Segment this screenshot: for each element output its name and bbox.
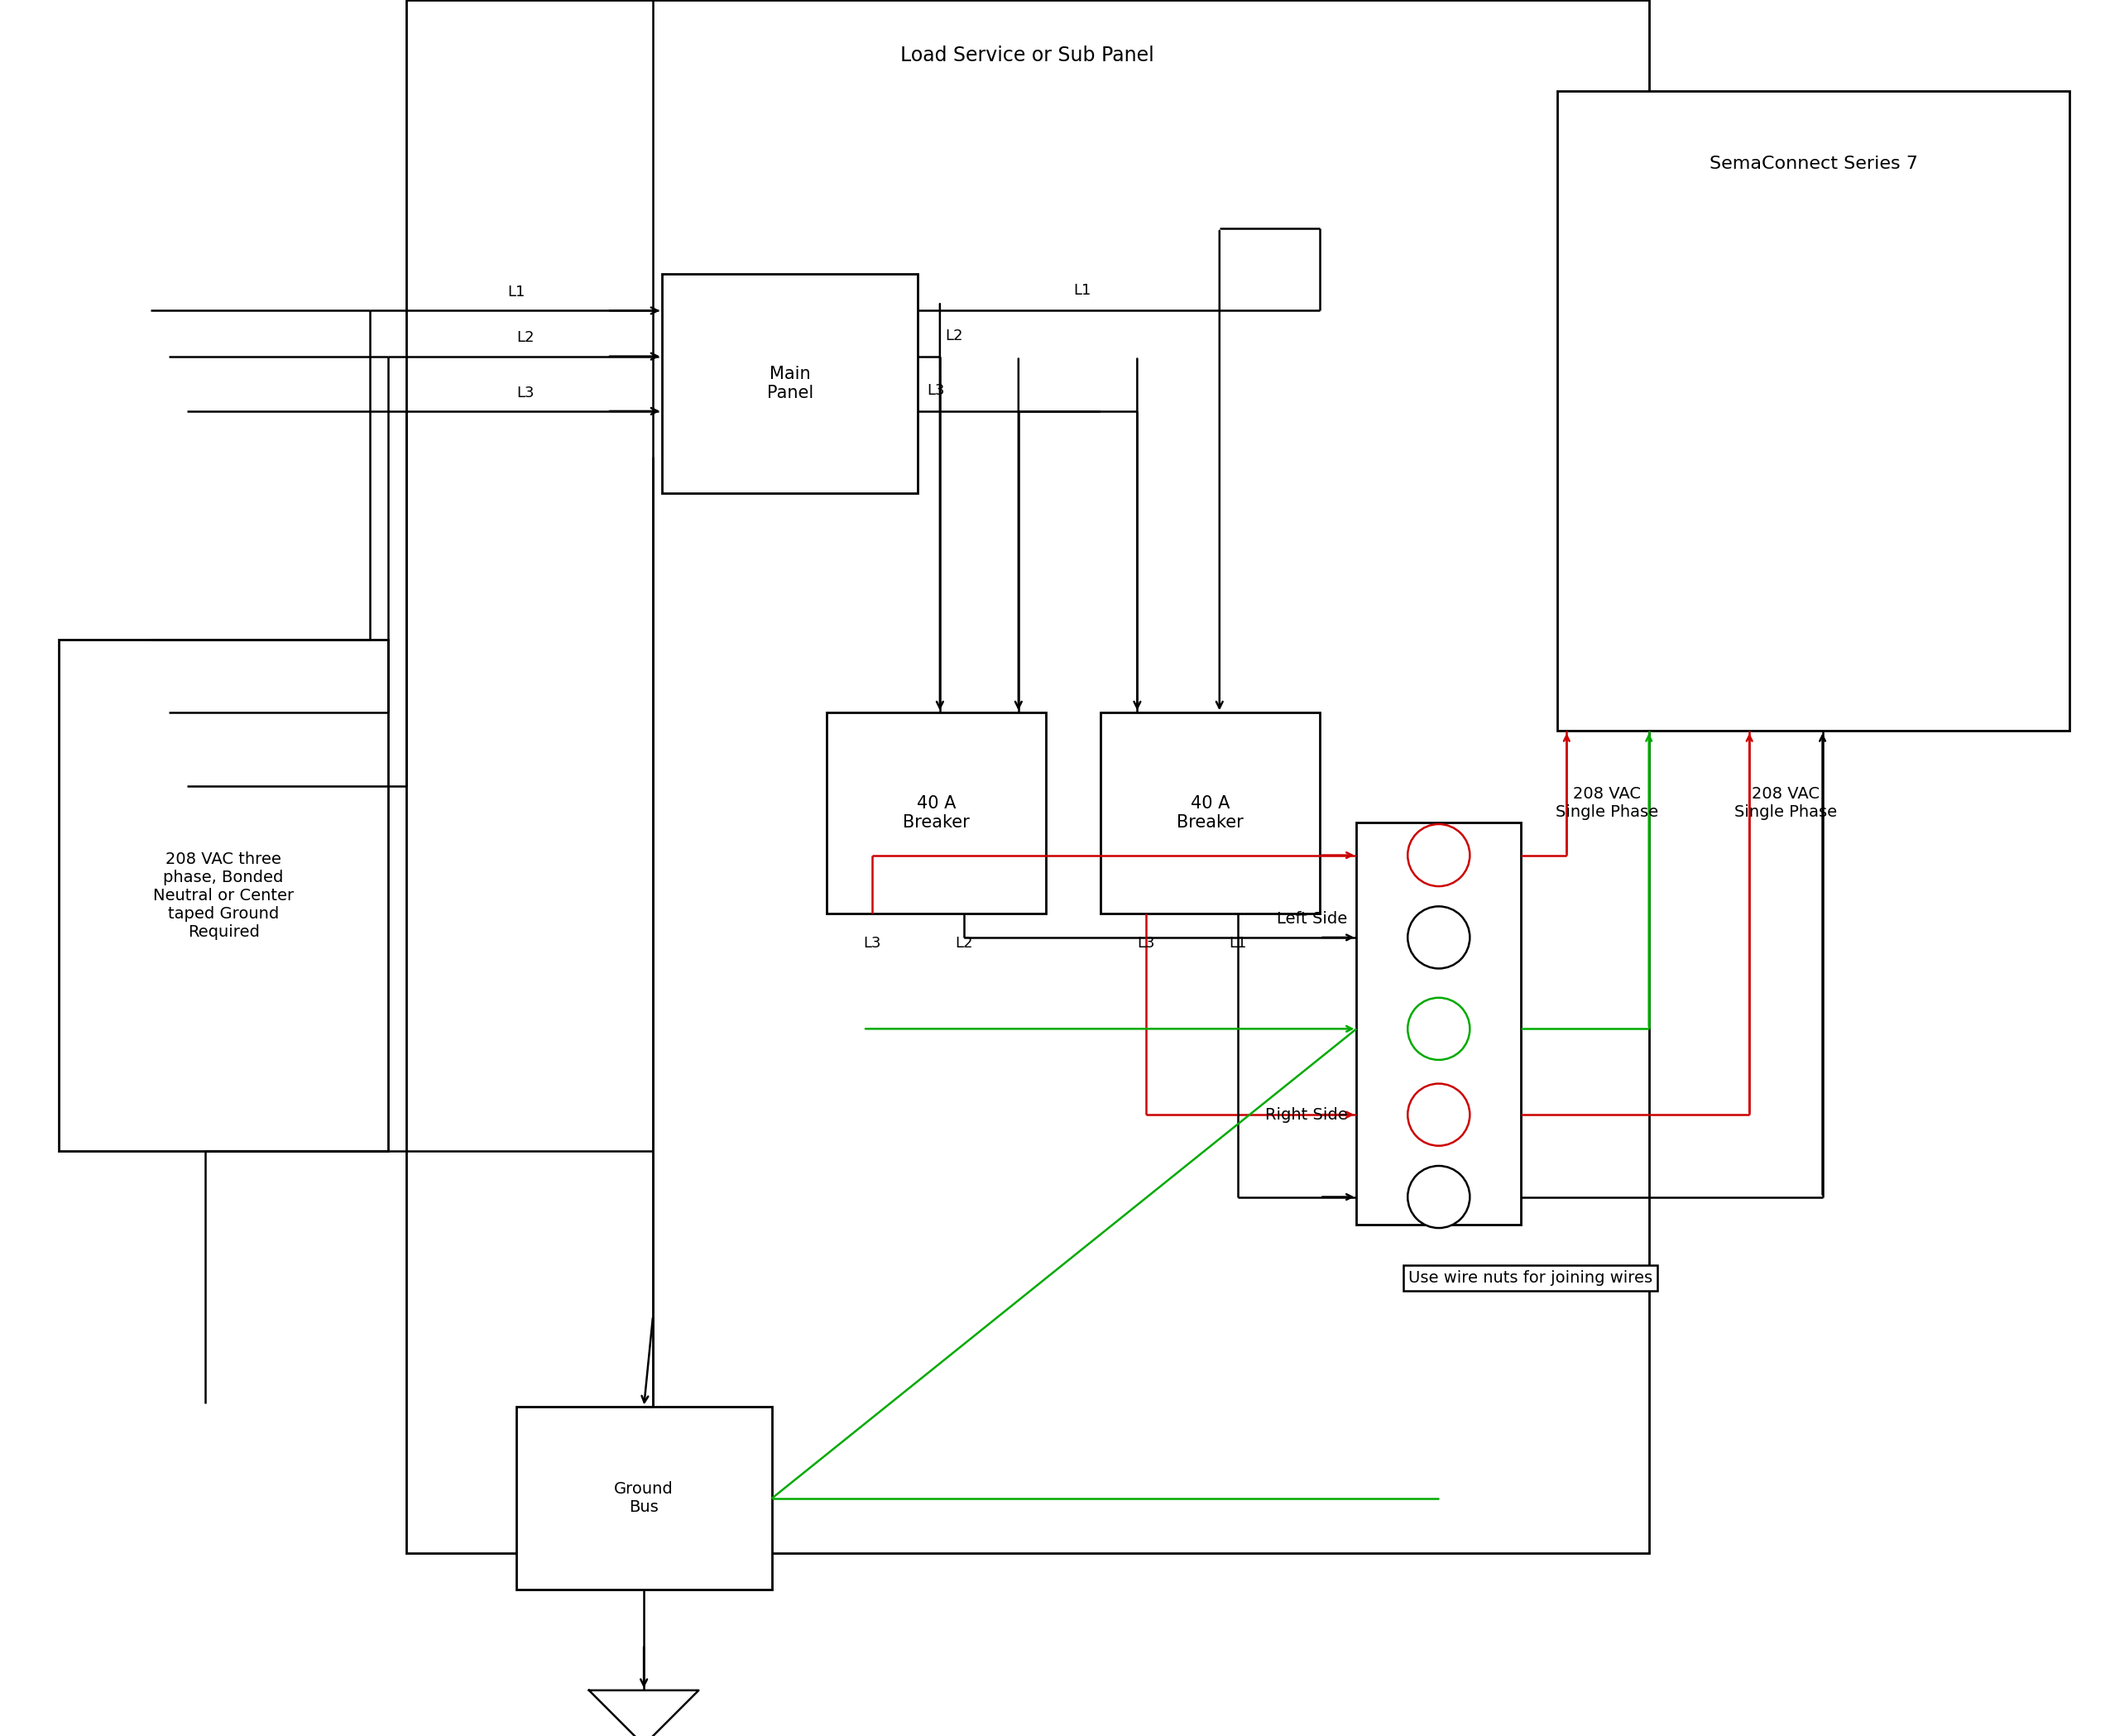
Bar bbox=[407, 0, 1648, 1554]
Text: L3: L3 bbox=[863, 936, 882, 951]
Text: Right Side: Right Side bbox=[1264, 1108, 1348, 1123]
Bar bbox=[1101, 713, 1321, 913]
Text: 208 VAC
Single Phase: 208 VAC Single Phase bbox=[1734, 786, 1838, 819]
Text: L2: L2 bbox=[517, 330, 534, 345]
Bar bbox=[1357, 823, 1521, 1224]
Bar bbox=[827, 713, 1047, 913]
Circle shape bbox=[1407, 1167, 1471, 1227]
Circle shape bbox=[1407, 998, 1471, 1061]
Text: L1: L1 bbox=[506, 285, 525, 300]
Text: 208 VAC three
phase, Bonded
Neutral or Center
taped Ground
Required: 208 VAC three phase, Bonded Neutral or C… bbox=[154, 851, 293, 939]
Text: L1: L1 bbox=[1228, 936, 1247, 951]
Text: 208 VAC
Single Phase: 208 VAC Single Phase bbox=[1555, 786, 1658, 819]
Text: L2: L2 bbox=[954, 936, 973, 951]
Text: L2: L2 bbox=[945, 328, 962, 344]
Text: Ground
Bus: Ground Bus bbox=[614, 1481, 673, 1516]
Text: Left Side: Left Side bbox=[1277, 911, 1348, 927]
Text: SemaConnect Series 7: SemaConnect Series 7 bbox=[1709, 155, 1918, 172]
Text: 40 A
Breaker: 40 A Breaker bbox=[1177, 795, 1243, 832]
Text: L3: L3 bbox=[926, 384, 945, 398]
Text: Use wire nuts for joining wires: Use wire nuts for joining wires bbox=[1407, 1271, 1652, 1286]
Circle shape bbox=[1407, 825, 1471, 887]
Bar bbox=[663, 274, 918, 493]
Bar bbox=[517, 1408, 772, 1590]
Text: 40 A
Breaker: 40 A Breaker bbox=[903, 795, 971, 832]
Circle shape bbox=[1407, 906, 1471, 969]
Text: Load Service or Sub Panel: Load Service or Sub Panel bbox=[901, 45, 1154, 66]
Bar bbox=[1557, 92, 2070, 731]
Bar bbox=[59, 639, 388, 1151]
Text: L3: L3 bbox=[517, 385, 534, 401]
Text: Main
Panel: Main Panel bbox=[766, 366, 812, 401]
Text: L1: L1 bbox=[1074, 283, 1091, 299]
Text: L3: L3 bbox=[1137, 936, 1156, 951]
Circle shape bbox=[1407, 1083, 1471, 1146]
